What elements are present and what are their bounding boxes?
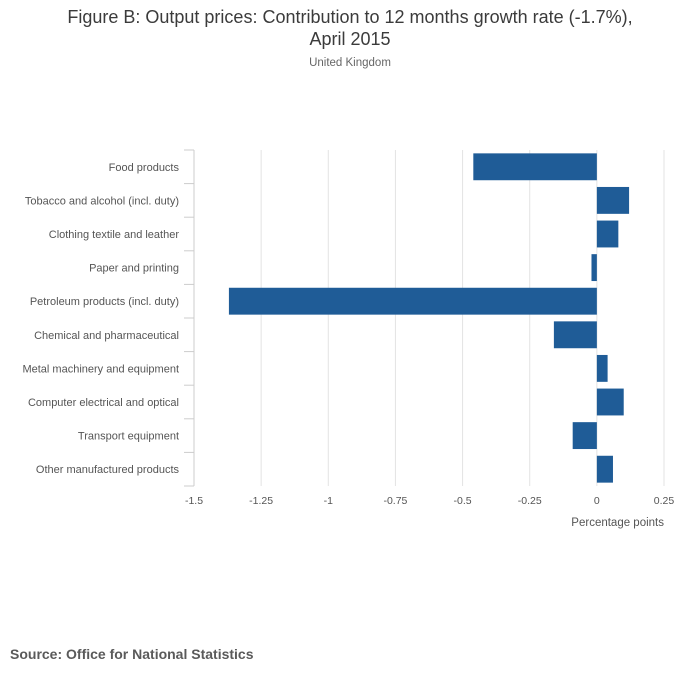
category-label: Paper and printing (89, 263, 179, 275)
x-tick-label: -1 (324, 495, 333, 507)
category-label: Computer electrical and optical (28, 397, 179, 409)
x-tick-label: -0.5 (454, 495, 472, 507)
x-axis-title: Percentage points (571, 517, 664, 529)
bar (596, 186, 630, 214)
category-label: Clothing textile and leather (49, 229, 180, 241)
x-tick-label: -0.75 (383, 495, 407, 507)
x-tick-labels: -1.5 -1.25 -1 -0.75 -0.5 -0.25 0 0.25 (185, 495, 674, 507)
bar (572, 422, 597, 450)
bar (596, 220, 619, 248)
bar (553, 321, 597, 349)
x-tick-label: -1.5 (185, 495, 203, 507)
bar (591, 254, 597, 282)
x-tick-label: 0.25 (654, 495, 675, 507)
category-label: Tobacco and alcohol (incl. duty) (25, 195, 179, 207)
category-label: Chemical and pharmaceutical (34, 330, 179, 342)
source-note: Source: Office for National Statistics (10, 646, 254, 662)
category-labels: Food products Tobacco and alcohol (incl. … (22, 162, 179, 476)
category-label: Food products (109, 162, 180, 174)
x-tick-label: -0.25 (518, 495, 542, 507)
chart-title-line-1: Figure B: Output prices: Contribution to… (67, 7, 633, 27)
category-label: Other manufactured products (36, 464, 180, 476)
x-tick-label: 0 (594, 495, 600, 507)
bars (228, 153, 630, 483)
x-tick-label: -1.25 (249, 495, 273, 507)
category-label: Transport equipment (78, 431, 179, 443)
bar (228, 287, 597, 315)
chart-title: Figure B: Output prices: Contribution to… (0, 6, 700, 50)
category-label: Metal machinery and equipment (22, 363, 179, 375)
chart-title-line-2: April 2015 (309, 29, 391, 49)
bar (596, 354, 608, 382)
bar (473, 153, 597, 181)
chart-subtitle: United Kingdom (309, 57, 391, 69)
bar-chart: Food products Tobacco and alcohol (incl. … (22, 149, 674, 529)
bar (596, 455, 613, 483)
bar (596, 388, 624, 416)
category-label: Petroleum products (incl. duty) (30, 296, 179, 308)
